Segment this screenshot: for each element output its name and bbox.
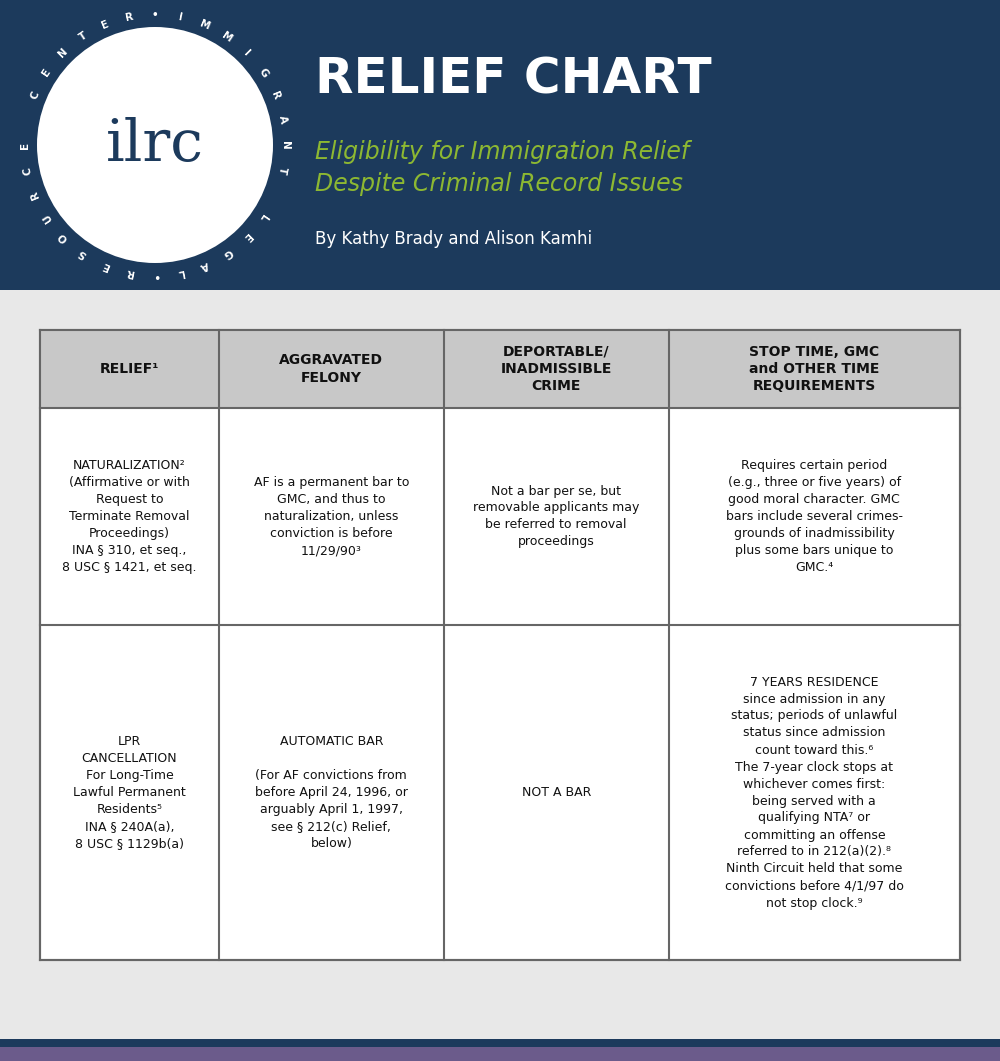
Text: A: A: [199, 259, 210, 272]
Text: 7 YEARS RESIDENCE
since admission in any
status; periods of unlawful
status sinc: 7 YEARS RESIDENCE since admission in any…: [725, 676, 904, 909]
Text: Not a bar per se, but
removable applicants may
be referred to removal
proceeding: Not a bar per se, but removable applican…: [473, 485, 639, 549]
Text: G: G: [221, 246, 234, 260]
FancyBboxPatch shape: [0, 1039, 1000, 1061]
Text: •: •: [152, 269, 158, 280]
Text: E: E: [100, 19, 110, 31]
FancyBboxPatch shape: [0, 0, 1000, 290]
Text: E: E: [20, 141, 30, 149]
Text: I: I: [177, 13, 183, 22]
Text: AF is a permanent bar to
GMC, and thus to
naturalization, unless
conviction is b: AF is a permanent bar to GMC, and thus t…: [254, 476, 409, 557]
Text: STOP TIME, GMC
and OTHER TIME
REQUIREMENTS: STOP TIME, GMC and OTHER TIME REQUIREMEN…: [749, 345, 880, 394]
Text: C: C: [29, 90, 41, 101]
Text: Requires certain period
(e.g., three or five years) of
good moral character. GMC: Requires certain period (e.g., three or …: [726, 459, 903, 574]
Text: T: T: [77, 31, 89, 44]
Text: N: N: [280, 141, 290, 150]
Text: •: •: [152, 10, 158, 20]
Text: LPR
CANCELLATION
For Long-Time
Lawful Permanent
Residents⁵
INA § 240A(a),
8 USC : LPR CANCELLATION For Long-Time Lawful Pe…: [73, 735, 186, 850]
Text: M: M: [198, 18, 211, 32]
FancyBboxPatch shape: [40, 330, 960, 960]
Text: By Kathy Brady and Alison Kamhi: By Kathy Brady and Alison Kamhi: [315, 230, 592, 248]
Text: R: R: [125, 266, 135, 278]
Text: L: L: [176, 267, 185, 278]
Text: E: E: [100, 259, 110, 272]
Text: AUTOMATIC BAR

(For AF convictions from
before April 24, 1996, or
arguably April: AUTOMATIC BAR (For AF convictions from b…: [255, 735, 408, 850]
Text: ilrc: ilrc: [106, 117, 204, 173]
Text: S: S: [77, 247, 89, 259]
Text: M: M: [220, 30, 234, 44]
Text: C: C: [22, 166, 33, 175]
Text: RELIEF¹: RELIEF¹: [100, 362, 159, 376]
Text: NATURALIZATION²
(Affirmative or with
Request to
Terminate Removal
Proceedings)
I: NATURALIZATION² (Affirmative or with Req…: [62, 459, 197, 574]
Text: G: G: [257, 67, 270, 80]
Text: O: O: [56, 230, 70, 244]
Text: N: N: [56, 47, 70, 59]
Text: T: T: [277, 166, 288, 175]
Text: DEPORTABLE/
INADMISSIBLE
CRIME: DEPORTABLE/ INADMISSIBLE CRIME: [501, 345, 612, 394]
Text: I: I: [242, 48, 252, 58]
Text: E: E: [41, 67, 53, 79]
Text: A: A: [277, 115, 288, 124]
Text: U: U: [40, 211, 53, 224]
Text: NOT A BAR: NOT A BAR: [522, 786, 591, 799]
Text: AGGRAVATED
FELONY: AGGRAVATED FELONY: [279, 353, 383, 385]
Text: Eligibility for Immigration Relief
Despite Criminal Record Issues: Eligibility for Immigration Relief Despi…: [315, 140, 689, 195]
Text: R: R: [29, 189, 41, 201]
FancyBboxPatch shape: [0, 1039, 1000, 1047]
Text: R: R: [125, 12, 135, 23]
Text: E: E: [241, 231, 253, 243]
Circle shape: [37, 27, 273, 263]
Text: RELIEF CHART: RELIEF CHART: [315, 55, 712, 103]
Text: L: L: [257, 212, 269, 223]
FancyBboxPatch shape: [40, 330, 960, 408]
Text: R: R: [269, 89, 281, 101]
